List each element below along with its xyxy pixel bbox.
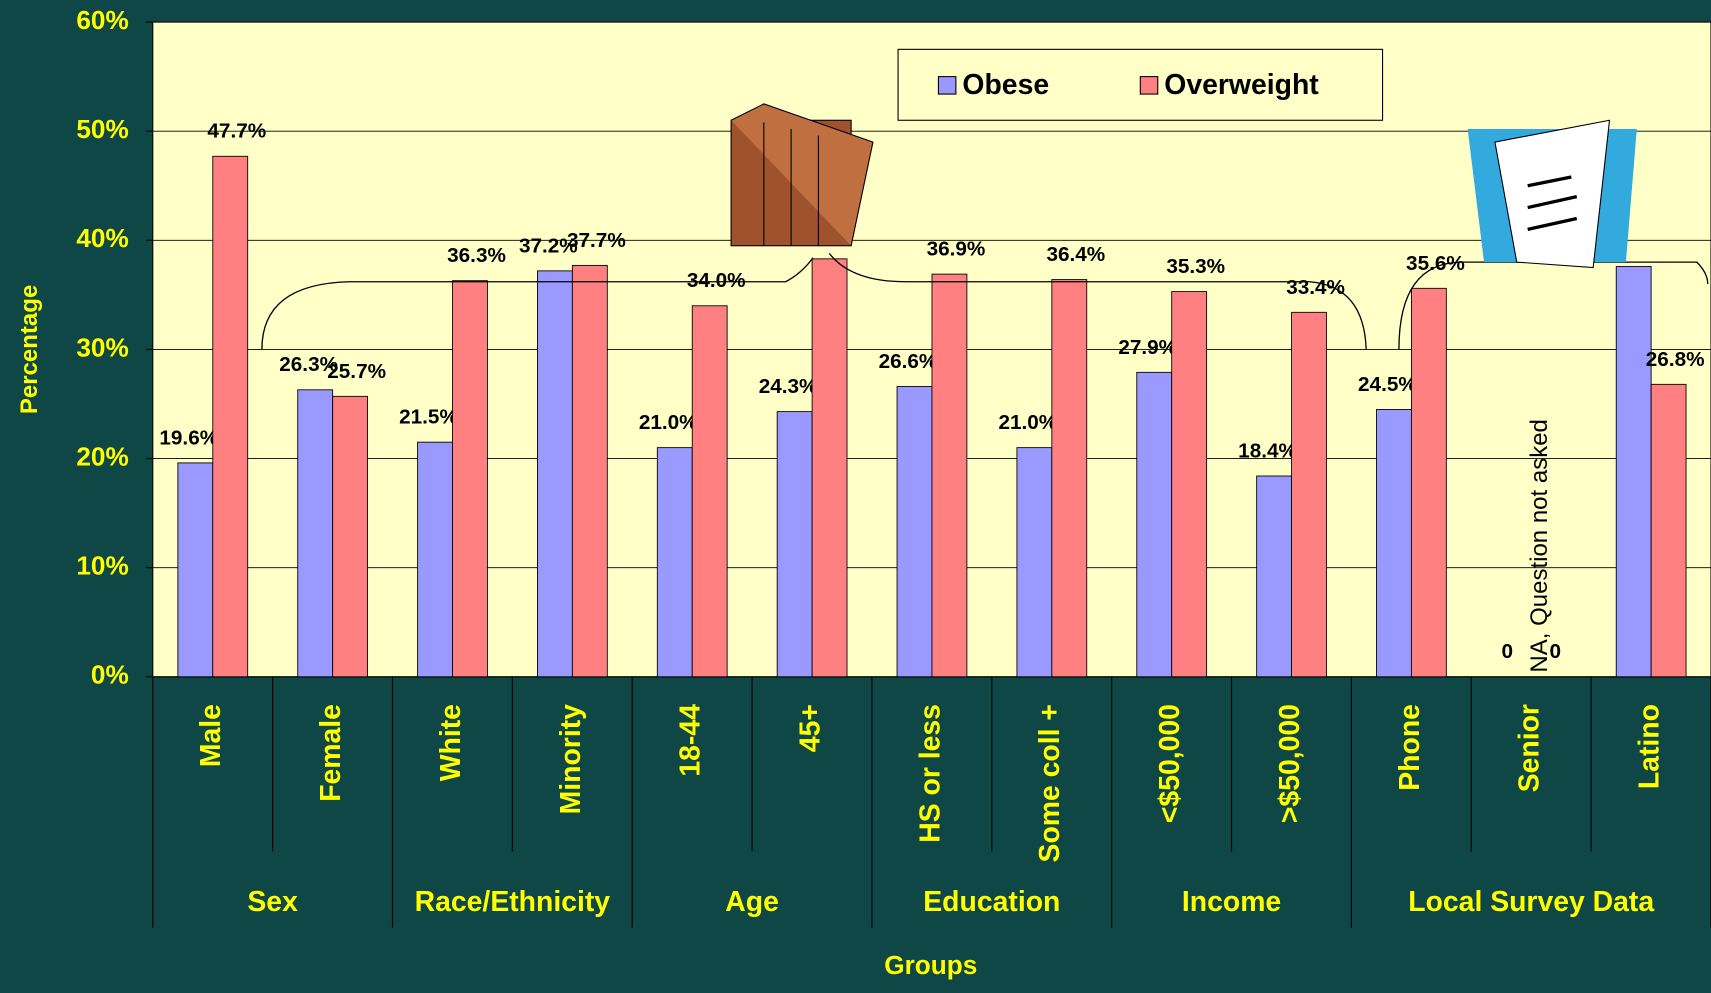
bar: [178, 463, 213, 677]
data-label: 33.4%: [1286, 276, 1345, 299]
bar: [657, 448, 692, 677]
x-tick-label: Male: [195, 704, 227, 767]
x-tick-label: Latino: [1634, 704, 1666, 789]
x-tick-label: Minority: [555, 704, 587, 815]
books-icon: [731, 104, 873, 246]
data-label: 36.3%: [447, 244, 506, 267]
y-axis-title: Percentage: [16, 285, 43, 414]
legend-swatch: [1140, 77, 1157, 94]
legend-label: Obese: [962, 69, 1049, 101]
group-label: Income: [1182, 886, 1281, 918]
x-tick-label: 45+: [795, 704, 827, 752]
x-tick-label: Senior: [1514, 704, 1546, 792]
group-label: Age: [725, 886, 779, 918]
page: {"chart_data": {"type": "bar", "categori…: [0, 0, 1711, 993]
y-tick-label: 10%: [76, 551, 128, 581]
bar: [897, 387, 932, 677]
data-label: 27.9%: [1118, 336, 1177, 359]
y-tick-label: 20%: [76, 441, 128, 471]
bar: [418, 442, 453, 677]
bar: [213, 156, 248, 677]
x-tick-label: >$50,000: [1274, 704, 1306, 823]
data-label: 21.0%: [639, 411, 698, 434]
data-label: 25.7%: [327, 360, 386, 383]
group-label: Education: [923, 886, 1060, 918]
bar: [1052, 280, 1087, 677]
bar: [692, 306, 727, 677]
x-tick-label: Phone: [1394, 704, 1426, 791]
x-tick-label: HS or less: [914, 704, 946, 843]
bar: [1377, 409, 1412, 676]
bar: [1137, 372, 1172, 676]
data-label: 18.4%: [1238, 439, 1297, 462]
data-label: 24.3%: [759, 375, 818, 398]
x-tick-label: Some coll +: [1034, 704, 1066, 862]
annotation: NA, Question not asked: [1526, 419, 1553, 672]
y-tick-label: 0%: [91, 660, 129, 690]
bar: [572, 265, 607, 676]
data-label: 19.6%: [159, 426, 218, 449]
data-label: 21.5%: [399, 406, 458, 429]
data-label: 21.0%: [998, 411, 1057, 434]
bar: [1651, 384, 1686, 676]
bar: [537, 271, 572, 677]
x-axis-title: Groups: [884, 950, 977, 980]
bar: [1017, 448, 1052, 677]
data-label: 24.5%: [1358, 373, 1417, 396]
legend: Obese Overweight: [898, 49, 1382, 120]
y-tick-label: 40%: [76, 223, 128, 253]
group-label: Local Survey Data: [1408, 886, 1654, 918]
data-label: 37.7%: [567, 229, 626, 252]
bar: [812, 259, 847, 677]
data-label: 35.6%: [1406, 252, 1465, 275]
group-label: Sex: [247, 886, 298, 918]
data-label: 26.6%: [879, 350, 938, 373]
clipboard-icon: [1468, 120, 1637, 267]
x-tick-label: White: [435, 704, 467, 781]
data-label: 36.4%: [1046, 243, 1105, 266]
y-tick-label: 30%: [76, 332, 128, 362]
bar: [1292, 312, 1327, 676]
bar: [1172, 292, 1207, 677]
x-tick-label: 18-44: [675, 704, 707, 777]
legend-swatch: [938, 77, 955, 94]
x-tick-label: Female: [315, 704, 347, 802]
bar: [1411, 288, 1446, 676]
data-label: 26.8%: [1646, 348, 1705, 371]
y-tick-label: 60%: [76, 5, 128, 35]
bar: [777, 412, 812, 677]
bar: [333, 396, 368, 676]
data-label: 36.9%: [927, 238, 986, 261]
bar: [1616, 266, 1651, 676]
y-tick-label: 50%: [76, 114, 128, 144]
data-label: 0: [1502, 640, 1514, 663]
legend-label: Overweight: [1164, 69, 1319, 101]
data-label: 34.0%: [687, 269, 746, 292]
chart: 19.6%26.3%21.5%37.2%21.0%24.3%26.6%21.0%…: [0, 0, 1711, 988]
bar: [298, 390, 333, 677]
bar: [453, 281, 488, 677]
x-tick-label: <$50,000: [1154, 704, 1186, 823]
data-label: 35.3%: [1166, 255, 1225, 278]
bar: [932, 274, 967, 677]
bar: [1257, 476, 1292, 677]
group-label: Race/Ethnicity: [415, 886, 611, 918]
data-label: 47.7%: [207, 120, 266, 143]
